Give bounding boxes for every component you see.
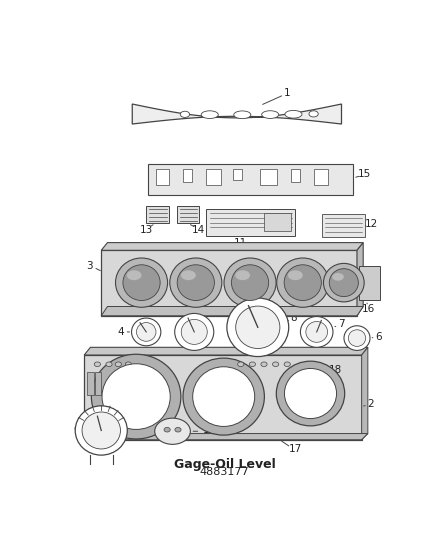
Bar	[101, 251, 357, 316]
Bar	[314, 169, 328, 185]
Ellipse shape	[102, 364, 170, 430]
Text: 9: 9	[73, 426, 80, 436]
Text: 12: 12	[364, 219, 378, 229]
Bar	[84, 355, 362, 440]
Ellipse shape	[180, 111, 190, 117]
Bar	[206, 209, 295, 236]
Bar	[148, 164, 353, 195]
Ellipse shape	[261, 362, 267, 367]
Ellipse shape	[155, 418, 191, 445]
Text: 4883177: 4883177	[200, 467, 249, 477]
Ellipse shape	[236, 306, 280, 349]
Text: 17: 17	[288, 444, 302, 454]
Ellipse shape	[181, 270, 196, 280]
Bar	[233, 169, 242, 180]
Text: 11: 11	[234, 238, 247, 248]
Bar	[260, 169, 277, 185]
Ellipse shape	[115, 362, 121, 367]
Ellipse shape	[170, 258, 222, 308]
Text: 8: 8	[290, 313, 297, 323]
Polygon shape	[101, 306, 363, 316]
Ellipse shape	[94, 362, 100, 367]
Ellipse shape	[181, 319, 207, 344]
Ellipse shape	[272, 362, 279, 367]
Ellipse shape	[131, 318, 161, 346]
Text: 13: 13	[140, 224, 153, 235]
Text: 5: 5	[191, 353, 198, 363]
Ellipse shape	[116, 258, 168, 308]
Ellipse shape	[344, 326, 370, 350]
Bar	[146, 206, 170, 223]
Ellipse shape	[234, 111, 251, 119]
Ellipse shape	[231, 265, 268, 301]
Text: 6: 6	[375, 332, 382, 342]
Bar	[291, 169, 300, 182]
Ellipse shape	[329, 269, 358, 296]
Ellipse shape	[284, 362, 290, 367]
Ellipse shape	[235, 270, 250, 280]
Ellipse shape	[82, 412, 120, 449]
Ellipse shape	[201, 111, 218, 118]
Bar	[359, 265, 380, 301]
Text: 16: 16	[362, 304, 375, 314]
Ellipse shape	[284, 368, 336, 418]
Polygon shape	[357, 243, 363, 316]
Ellipse shape	[238, 362, 244, 367]
Ellipse shape	[261, 111, 279, 118]
Text: 4: 4	[117, 327, 124, 337]
Ellipse shape	[127, 270, 141, 280]
Ellipse shape	[136, 322, 156, 341]
Bar	[206, 169, 221, 185]
Ellipse shape	[324, 263, 364, 302]
Text: 1: 1	[284, 88, 290, 98]
Ellipse shape	[193, 367, 255, 426]
Text: 15: 15	[358, 169, 371, 179]
Polygon shape	[84, 433, 368, 440]
Polygon shape	[132, 104, 342, 124]
Ellipse shape	[249, 362, 255, 367]
Bar	[155, 169, 170, 185]
Bar	[87, 372, 93, 395]
Bar	[322, 214, 365, 237]
Ellipse shape	[106, 362, 112, 367]
Ellipse shape	[306, 321, 328, 342]
Ellipse shape	[348, 330, 366, 346]
Text: 7: 7	[338, 319, 345, 329]
Polygon shape	[362, 348, 368, 440]
Ellipse shape	[123, 265, 160, 301]
Ellipse shape	[175, 427, 181, 432]
Text: 2: 2	[367, 399, 374, 409]
Ellipse shape	[92, 354, 181, 439]
Ellipse shape	[332, 273, 344, 281]
Ellipse shape	[285, 110, 302, 118]
Ellipse shape	[164, 427, 170, 432]
Ellipse shape	[175, 313, 214, 350]
Bar	[95, 372, 101, 395]
Ellipse shape	[284, 265, 321, 301]
Text: 18: 18	[328, 366, 342, 375]
Ellipse shape	[276, 361, 345, 426]
Ellipse shape	[227, 298, 289, 357]
Polygon shape	[84, 348, 368, 355]
Ellipse shape	[75, 406, 127, 455]
Bar	[177, 206, 199, 223]
Text: Gage-Oil Level: Gage-Oil Level	[173, 458, 276, 471]
Ellipse shape	[183, 358, 265, 435]
Ellipse shape	[309, 111, 318, 117]
Text: 10: 10	[203, 425, 216, 435]
Text: 3: 3	[86, 261, 93, 271]
Ellipse shape	[125, 362, 131, 367]
Ellipse shape	[277, 258, 329, 308]
Ellipse shape	[224, 258, 276, 308]
Bar	[183, 169, 192, 182]
Text: 14: 14	[191, 224, 205, 235]
Ellipse shape	[300, 317, 333, 348]
Ellipse shape	[288, 270, 303, 280]
Polygon shape	[101, 243, 363, 251]
Ellipse shape	[177, 265, 214, 301]
Bar	[264, 213, 291, 231]
